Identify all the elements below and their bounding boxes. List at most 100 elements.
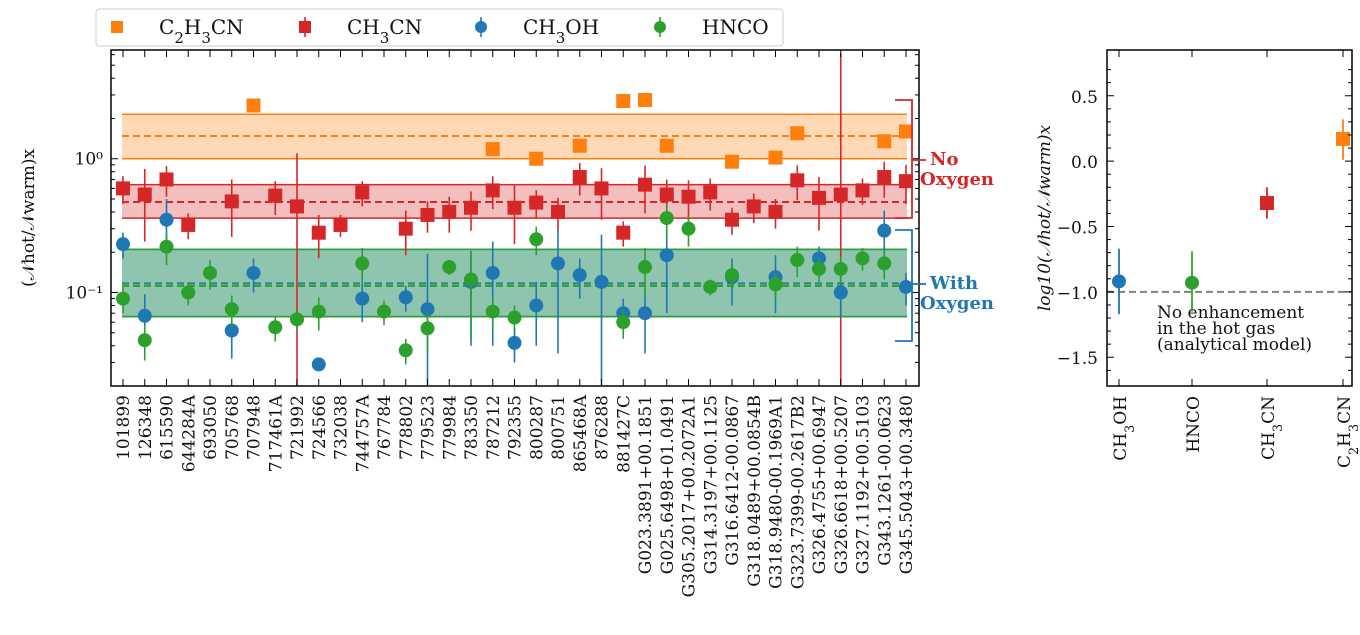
summary-point-HNCO <box>1185 275 1199 290</box>
point-CH₃CN-644284A <box>181 217 196 232</box>
point-CH₃CN-787212 <box>485 183 500 198</box>
point-HNCO-787212 <box>485 304 500 319</box>
point-C₂H₃CN-707948 <box>246 98 261 113</box>
point-CH₃OH-126348 <box>137 308 152 323</box>
point-CH₃CN-G345.5043+00.3480 <box>899 174 913 189</box>
x-tick-label: G025.6498+01.0491 <box>658 395 678 574</box>
x-tick-label: 779984 <box>440 395 460 460</box>
x-tick-label: 693050 <box>201 395 221 460</box>
x-tick-label: 615590 <box>158 395 178 460</box>
x-tick-label: G318.0489+00.0854B <box>745 395 765 587</box>
point-CH₃OH-G343.1261-00.0623 <box>877 223 892 238</box>
point-HNCO-778802 <box>398 343 413 358</box>
x-tick-label: 792355 <box>506 395 526 460</box>
point-HNCO-G023.3891+00.1851 <box>638 260 652 275</box>
summary-point-C₂H₃CN <box>1336 131 1350 146</box>
x-tick-label: 767784 <box>375 395 395 460</box>
x-tick-label: G323.7399-00.2617B2 <box>788 395 808 589</box>
point-CH₃CN-G318.0489+00.0854B <box>746 199 761 214</box>
point-CH₃OH-792355 <box>507 335 522 350</box>
point-CH₃CN-126348 <box>137 187 152 202</box>
point-CH₃CN-732038 <box>333 217 348 232</box>
point-CH₃CN-G023.3891+00.1851 <box>638 177 652 192</box>
point-HNCO-G025.6498+01.0491 <box>659 211 674 226</box>
point-CH₃OH-800751 <box>551 256 565 271</box>
summary-y-tick-label: 0.5 <box>1071 88 1098 108</box>
no-oxygen-bracket <box>895 99 913 219</box>
legend-marker-HNCO <box>654 21 666 33</box>
x-tick-label: 783350 <box>462 395 482 460</box>
legend-frame <box>95 8 784 47</box>
y-tick-label: 10⁻¹ <box>66 284 103 304</box>
point-HNCO-G343.1261-00.0623 <box>877 256 892 271</box>
x-tick-label: G327.1192+00.5103 <box>854 395 874 574</box>
point-HNCO-721992 <box>290 312 304 327</box>
point-HNCO-615590 <box>159 239 174 254</box>
point-CH₃OH-876288 <box>594 274 609 289</box>
point-HNCO-744757A <box>355 256 370 271</box>
y-tick-label: 10⁰ <box>75 150 104 170</box>
summary-point-CH₃OH <box>1112 274 1126 289</box>
x-tick-label: 126348 <box>136 395 156 460</box>
summary-plot-frame <box>1106 49 1353 387</box>
x-tick-label: 787212 <box>484 395 504 460</box>
point-C₂H₃CN-G023.3891+00.1851 <box>638 92 652 107</box>
point-HNCO-717461A <box>268 320 283 335</box>
point-C₂H₃CN-G318.9480-00.1969A1 <box>768 150 783 165</box>
point-CH₃OH-744757A <box>355 291 370 306</box>
x-tick-label: 717461A <box>266 394 286 472</box>
x-tick-label: 865468A <box>571 394 591 472</box>
point-CH₃CN-G327.1192+00.5103 <box>855 183 870 198</box>
x-tick-label: 721992 <box>288 395 308 460</box>
point-CH₃CN-724566 <box>311 225 326 240</box>
point-CH₃CN-881427C <box>616 225 631 240</box>
legend-marker-C₂H₃CN <box>111 21 123 33</box>
x-tick-label: 779523 <box>419 395 439 460</box>
x-tick-label: 800287 <box>527 395 547 460</box>
point-CH₃CN-615590 <box>159 172 174 187</box>
x-tick-label: 705768 <box>223 395 243 460</box>
summary-y-tick-label: −1.0 <box>1057 284 1098 304</box>
point-CH₃OH-787212 <box>485 265 500 280</box>
point-C₂H₃CN-800287 <box>529 151 544 166</box>
summary-y-tick-label: −0.5 <box>1057 218 1098 238</box>
point-HNCO-G326.6618+00.5207 <box>833 261 848 276</box>
x-tick-label: 881427C <box>614 395 634 473</box>
summary-x-tick-label: CH3OH <box>1111 396 1138 461</box>
point-CH₃OH-779523 <box>420 302 435 317</box>
x-tick-label: G326.6618+00.5207 <box>832 395 852 574</box>
x-tick-label: 707948 <box>245 395 265 460</box>
point-CH₃CN-G318.9480-00.1969A1 <box>768 204 783 219</box>
point-CH₃CN-876288 <box>594 181 609 196</box>
point-CH₃CN-G323.7399-00.2617B2 <box>790 173 805 188</box>
point-HNCO-724566 <box>311 304 326 319</box>
summary-y-tick-label: 0.0 <box>1071 153 1098 173</box>
point-CH₃CN-744757A <box>355 185 370 200</box>
point-CH₃OH-101899 <box>116 237 130 252</box>
point-HNCO-G305.2017+00.2072A1 <box>681 221 696 236</box>
point-CH₃CN-800287 <box>529 195 544 210</box>
point-CH₃CN-G316.6412-00.0867 <box>725 212 739 227</box>
point-CH₃OH-800287 <box>529 298 544 313</box>
point-HNCO-783350 <box>464 272 478 287</box>
with-oxygen-bracket <box>895 229 913 342</box>
point-CH₃OH-707948 <box>246 265 261 280</box>
point-HNCO-644284A <box>181 285 196 300</box>
point-CH₃OH-G326.6618+00.5207 <box>833 285 848 300</box>
point-HNCO-767784 <box>377 304 391 319</box>
legend-marker-CH₃CN <box>299 21 311 33</box>
point-HNCO-800287 <box>529 232 544 247</box>
summary-x-tick-label: HNCO <box>1184 396 1204 453</box>
point-CH₃OH-778802 <box>398 290 413 305</box>
point-HNCO-G327.1192+00.5103 <box>855 251 870 266</box>
with-oxygen-label: With Oxygen <box>920 273 994 314</box>
point-CH₃CN-778802 <box>398 221 413 236</box>
point-HNCO-881427C <box>616 315 631 330</box>
legend-marker-CH₃OH <box>475 21 487 33</box>
x-tick-label: G314.3197+00.1125 <box>701 395 721 574</box>
summary-y-tick-label: −1.5 <box>1057 349 1098 369</box>
x-tick-label: G345.5043+00.3480 <box>897 395 917 574</box>
point-CH₃OH-724566 <box>311 357 326 372</box>
point-CH₃CN-101899 <box>116 181 130 196</box>
band-C₂H₃CN <box>122 114 907 159</box>
